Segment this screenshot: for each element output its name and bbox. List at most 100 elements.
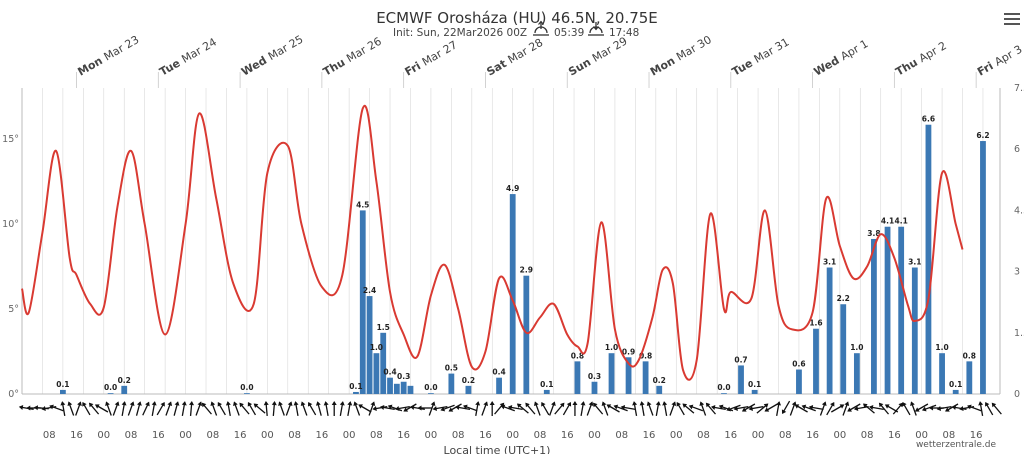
wind-arrow-head bbox=[287, 401, 293, 407]
precip-bar bbox=[465, 385, 472, 394]
left-axis: 0° 5° 10° 15° bbox=[2, 134, 19, 400]
day-label-date: Mar 26 bbox=[344, 35, 384, 65]
wind-arrow-head bbox=[632, 401, 638, 406]
hour-tick: 00 bbox=[343, 430, 356, 441]
hour-tick: 00 bbox=[752, 430, 765, 441]
hamburger-menu-icon[interactable] bbox=[1004, 13, 1020, 27]
day-label-date: Mar 23 bbox=[102, 33, 142, 63]
wind-arrow-head bbox=[801, 404, 807, 410]
wind-arrow bbox=[541, 401, 550, 416]
hour-tick: 16 bbox=[479, 430, 492, 441]
wind-arrow bbox=[632, 401, 638, 416]
wind-arrow-head bbox=[475, 401, 481, 406]
precip-label: 0.0 bbox=[104, 383, 117, 392]
precip-label: 0.2 bbox=[118, 376, 131, 385]
wind-arrow-head bbox=[593, 402, 598, 408]
wind-arrow bbox=[914, 403, 929, 412]
wind-arrow-head bbox=[370, 401, 376, 407]
day-label: Tue Mar 24 bbox=[157, 36, 219, 79]
wind-arrow-head bbox=[613, 404, 619, 410]
wind-arrow bbox=[554, 402, 565, 415]
precip-bar bbox=[939, 353, 945, 394]
hour-tick: 16 bbox=[643, 430, 656, 441]
wind-arrow bbox=[500, 404, 515, 412]
wind-arrow bbox=[733, 405, 749, 411]
wind-arrow-head bbox=[210, 401, 216, 407]
wind-arrow-head bbox=[114, 401, 120, 407]
precip-bar bbox=[387, 377, 393, 394]
right-axis-tick: 6 bbox=[1014, 144, 1020, 155]
wind-arrow bbox=[463, 404, 478, 412]
hour-tick: 00 bbox=[588, 430, 601, 441]
wind-arrow-head bbox=[372, 406, 377, 411]
wind-arrow bbox=[655, 401, 661, 416]
day-label-date: Mar 25 bbox=[266, 33, 306, 63]
wind-arrow-head bbox=[151, 401, 157, 406]
wind-arrow-head bbox=[129, 401, 135, 407]
wind-arrow-head bbox=[671, 401, 677, 407]
wind-arrow-head bbox=[239, 402, 244, 408]
wind-arrow bbox=[516, 403, 529, 414]
wind-arrow bbox=[368, 401, 376, 416]
day-label-date: Apr 2 bbox=[917, 39, 949, 65]
day-labels: Mon Mar 23 Tue Mar 24 Wed Mar 25 Thu Mar 26… bbox=[76, 33, 1024, 88]
wind-arrow-head bbox=[489, 401, 495, 405]
precip-bar bbox=[366, 296, 373, 394]
day-label: Fri Apr 3 bbox=[975, 43, 1024, 79]
hour-tick: 00 bbox=[506, 430, 519, 441]
precip-bar bbox=[980, 141, 986, 394]
wind-arrow-head bbox=[929, 405, 934, 411]
chart-title: ECMWF Orosháza (HU) 46.5N, 20.75E bbox=[376, 9, 658, 27]
wind-arrow bbox=[181, 401, 187, 416]
wind-arrow bbox=[189, 401, 195, 417]
wind-arrow bbox=[481, 401, 489, 416]
wind-arrow bbox=[718, 404, 734, 412]
precip-label: 0.8 bbox=[571, 351, 584, 360]
wind-arrow-head bbox=[985, 401, 990, 407]
wind-arrow-head bbox=[580, 401, 586, 406]
right-axis-tick: 7.5 bbox=[1014, 83, 1024, 94]
wind-arrow bbox=[910, 401, 917, 416]
wind-arrow bbox=[88, 402, 100, 415]
precip-label: 0.6 bbox=[792, 360, 805, 369]
precip-label: 0.1 bbox=[540, 380, 553, 389]
wind-arrow-head bbox=[353, 401, 359, 407]
day-label-date: Mar 24 bbox=[179, 36, 219, 66]
wind-arrow-head bbox=[233, 401, 238, 407]
subtitle: Init: Sun, 22Mar2026 00Z 05:39 17:48 bbox=[393, 20, 639, 39]
wind-arrow-head bbox=[991, 402, 997, 408]
hour-tick: 16 bbox=[397, 430, 410, 441]
wind-arrow bbox=[135, 401, 142, 416]
wind-arrow-head bbox=[862, 403, 868, 408]
wind-arrow-head bbox=[440, 406, 446, 412]
wind-arrow bbox=[902, 401, 911, 416]
precip-bar bbox=[656, 385, 663, 394]
wind-arrow bbox=[525, 402, 536, 415]
precip-label: 0.2 bbox=[462, 376, 475, 385]
wind-arrow-head bbox=[763, 403, 769, 408]
precip-label: 0.8 bbox=[639, 351, 652, 360]
wind-arrow-head bbox=[844, 401, 850, 407]
wind-arrow bbox=[847, 403, 861, 412]
hour-tick: 00 bbox=[261, 430, 274, 441]
wind-arrow bbox=[699, 401, 707, 416]
wind-arrow bbox=[247, 401, 257, 416]
wind-arrow-head bbox=[601, 401, 607, 407]
wind-arrow bbox=[210, 401, 218, 416]
wind-arrow-head bbox=[945, 407, 950, 412]
wind-arrow bbox=[225, 401, 231, 416]
wind-arrow-head bbox=[105, 401, 110, 407]
wind-arrow-head bbox=[588, 401, 594, 407]
wind-arrow bbox=[669, 401, 677, 416]
precip-bar bbox=[642, 361, 649, 394]
wind-arrow bbox=[831, 404, 845, 413]
precip-bar bbox=[966, 361, 973, 394]
wind-arrow bbox=[300, 401, 308, 416]
precip-bar bbox=[925, 124, 932, 394]
hour-ticks: 08 16 00 08 16 00 08 16 00 08 16 00 08 16 00 08 16 00 08 16… bbox=[43, 430, 983, 441]
wind-arrow bbox=[601, 401, 609, 416]
wind-arrow-head bbox=[94, 404, 100, 409]
day-label: Thu Apr 2 bbox=[893, 39, 948, 79]
wind-arrow-head bbox=[417, 405, 422, 411]
wind-arrow bbox=[440, 404, 455, 412]
